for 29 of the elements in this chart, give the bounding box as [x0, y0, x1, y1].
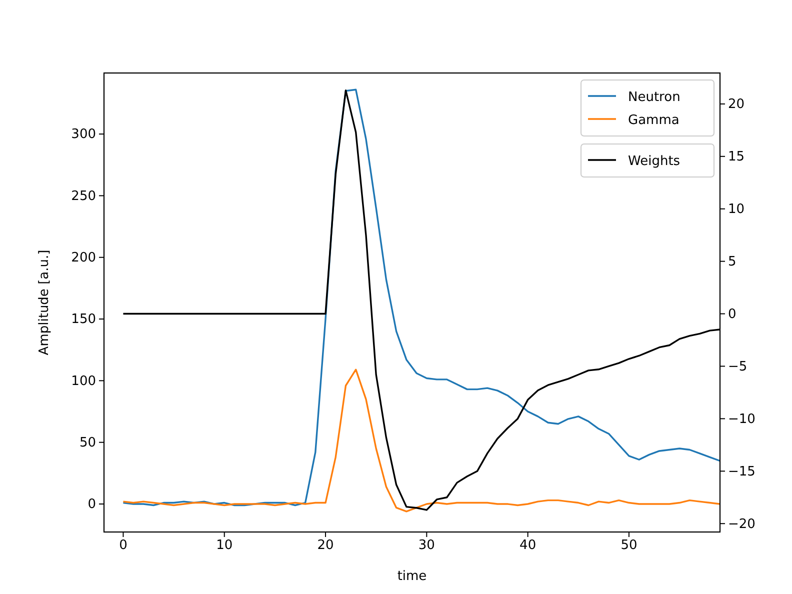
y-axis-title: Amplitude [a.u.] [37, 250, 52, 356]
legend-label: Gamma [628, 113, 680, 128]
x-tick-label: 20 [317, 538, 334, 554]
y-tick-label: 300 [71, 127, 96, 142]
x-tick-label: 50 [620, 538, 638, 554]
y2-tick-label: −10 [728, 412, 756, 427]
x-tick-label: 30 [418, 538, 435, 554]
y2-tick-label: 15 [728, 150, 745, 165]
y-tick-label: 50 [79, 436, 96, 451]
y-tick-label: 0 [88, 497, 96, 512]
y-tick-label: 150 [71, 312, 96, 328]
y2-tick-label: −15 [728, 464, 756, 480]
y2-tick-label: 5 [728, 254, 736, 270]
legend-label: Weights [628, 154, 680, 169]
y-tick-label: 250 [71, 188, 96, 204]
y2-tick-label: 10 [728, 202, 745, 218]
y2-tick-label: 0 [728, 306, 736, 322]
x-tick-label: 40 [520, 538, 536, 554]
y2-tick-label: −5 [728, 359, 748, 374]
x-tick-label: 0 [119, 538, 128, 554]
y2-tick-label: 20 [728, 97, 745, 112]
y2-tick-label: −20 [728, 516, 756, 532]
legend: Weights [580, 144, 714, 178]
legend-label: Neutron [628, 90, 680, 105]
line-series [122, 368, 720, 512]
y-tick-label: 100 [71, 374, 96, 389]
y-tick-label: 200 [71, 250, 96, 266]
x-axis-title: time [397, 569, 427, 584]
x-tick-label: 10 [216, 538, 233, 554]
